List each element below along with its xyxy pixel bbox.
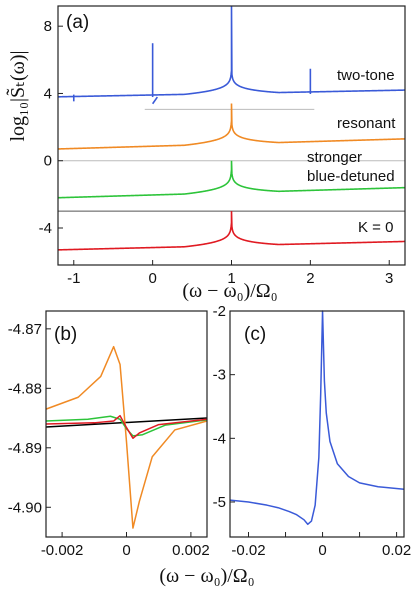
- x-axis-label: (ω − ω₀)/Ω₀: [159, 565, 254, 587]
- x-tick-label: 0.02: [382, 542, 411, 559]
- series-line-3: [45, 414, 208, 440]
- panel-a: -1 0 1 2 3 -4 0 4 8 (a) two-tone resonant stronger bl…: [5, 5, 406, 302]
- annotation: stronger: [307, 149, 362, 166]
- series-line-0: [57, 5, 406, 98]
- y-tick-label: 8: [44, 18, 52, 35]
- y-tick-label: 4: [44, 85, 52, 102]
- x-tick-label: -0.002: [41, 542, 84, 559]
- y-tick-label: -4.88: [8, 380, 42, 397]
- y-tick-label: -4.90: [8, 499, 42, 516]
- x-tick-label: 0: [318, 542, 326, 559]
- y-tick-label: -5: [213, 494, 226, 511]
- series-line-2: [57, 160, 406, 199]
- series-line-3: [57, 211, 406, 251]
- panel-label: (a): [66, 12, 89, 33]
- sideband-dip: [151, 96, 159, 105]
- x-tick-label: 3: [385, 270, 393, 287]
- plot-frame: [229, 310, 405, 538]
- y-tick-label: -4.89: [8, 440, 42, 457]
- x-tick-label: 0.002: [172, 542, 210, 559]
- x-tick-label: 0: [148, 270, 156, 287]
- annotation: resonant: [337, 115, 396, 132]
- x-axis-label: (ω − ω₀)/Ω₀: [182, 280, 277, 302]
- y-tick-label: -4.87: [8, 321, 42, 338]
- y-tick-label: -4: [39, 220, 52, 237]
- panel-c: -0.02 0 0.02 -2 -3 -4 -5 (c): [213, 303, 412, 559]
- panel-label: (b): [54, 324, 77, 345]
- x-tick-label: 1: [227, 270, 235, 287]
- x-tick-label: -0.02: [231, 542, 265, 559]
- annotation: two-tone: [337, 67, 395, 84]
- annotation: K = 0: [358, 219, 393, 236]
- y-tick-label: -4: [213, 430, 226, 447]
- y-tick-label: -2: [213, 303, 226, 320]
- series-line-0: [229, 310, 405, 526]
- x-tick-label: 2: [306, 270, 314, 287]
- panel-b: -0.002 0 0.002 -4.87 -4.88 -4.89 -4.90 (b) (ω − …: [8, 310, 255, 587]
- series-line-1: [57, 103, 406, 150]
- y-tick-label: -3: [213, 367, 226, 384]
- y-tick-label: 0: [44, 153, 52, 170]
- series-line-0: [45, 417, 208, 428]
- y-axis-label: log₁₀|S̃ₜ(ω)|: [5, 50, 29, 141]
- annotation: blue-detuned: [307, 168, 395, 185]
- x-tick-label: -1: [67, 270, 80, 287]
- x-tick-label: 0: [122, 542, 130, 559]
- panel-label: (c): [244, 324, 266, 345]
- series-line-1: [45, 345, 208, 529]
